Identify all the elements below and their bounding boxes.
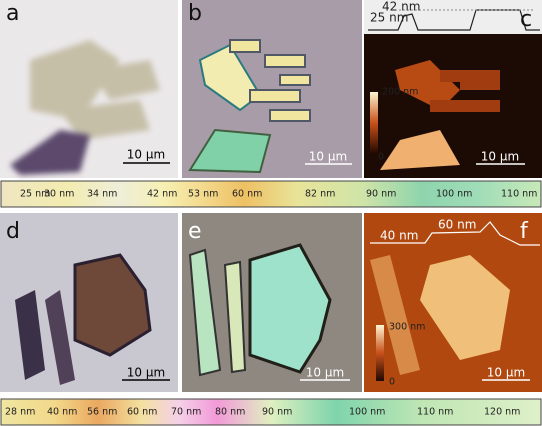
scale-bar-label: 10 µm [487, 366, 525, 380]
profile-label: 25 nm [370, 11, 408, 25]
panel-f [364, 213, 542, 392]
scale-label: 25 nm [20, 189, 50, 200]
scale-bar-label: 10 µm [127, 148, 165, 162]
scale-label: 60 nm [232, 189, 262, 200]
profile-label: 40 nm [380, 229, 418, 243]
panel-a [0, 0, 178, 178]
scale-label: 120 nm [484, 407, 520, 418]
color-scale-1 [0, 180, 542, 208]
panel-b [182, 0, 362, 178]
scale-label: 90 nm [366, 189, 396, 200]
panel-label: b [188, 1, 202, 26]
scale-label: 30 nm [44, 189, 74, 200]
panel-label: c [520, 7, 532, 32]
scale-label: 82 nm [305, 189, 335, 200]
colorbar-label: 300 nm [389, 322, 425, 333]
colorbar-label: 0 [378, 152, 384, 163]
scale-label: 100 nm [349, 407, 385, 418]
panel-c [364, 0, 542, 178]
scale-label: 80 nm [215, 407, 245, 418]
scale-label: 53 nm [188, 189, 218, 200]
panel-e [182, 213, 362, 392]
scale-bar-label: 10 µm [306, 366, 344, 380]
scale-label: 56 nm [87, 407, 117, 418]
panel-label: f [520, 219, 529, 244]
panel-label: a [6, 1, 19, 26]
scale-label: 34 nm [87, 189, 117, 200]
profile-label: 42 nm [382, 0, 420, 14]
scale-bar-label: 10 µm [127, 366, 165, 380]
scale-label: 60 nm [127, 407, 157, 418]
scale-label: 110 nm [417, 407, 453, 418]
scale-bar-label: 10 µm [309, 150, 347, 164]
scale-label: 70 nm [171, 407, 201, 418]
scale-label: 100 nm [436, 189, 472, 200]
scale-label: 42 nm [147, 189, 177, 200]
scale-label: 110 nm [501, 189, 537, 200]
colorbar-label: 0 [389, 377, 395, 388]
scale-label: 28 nm [5, 407, 35, 418]
panel-d [0, 213, 178, 392]
scale-label: 40 nm [47, 407, 77, 418]
scale-bar-label: 10 µm [481, 150, 519, 164]
panel-label: e [188, 219, 202, 244]
colorbar-label: 200 nm [382, 87, 418, 98]
panel-label: d [6, 219, 20, 244]
color-scale-2 [0, 398, 542, 426]
scale-label: 90 nm [262, 407, 292, 418]
profile-label: 60 nm [438, 218, 476, 232]
